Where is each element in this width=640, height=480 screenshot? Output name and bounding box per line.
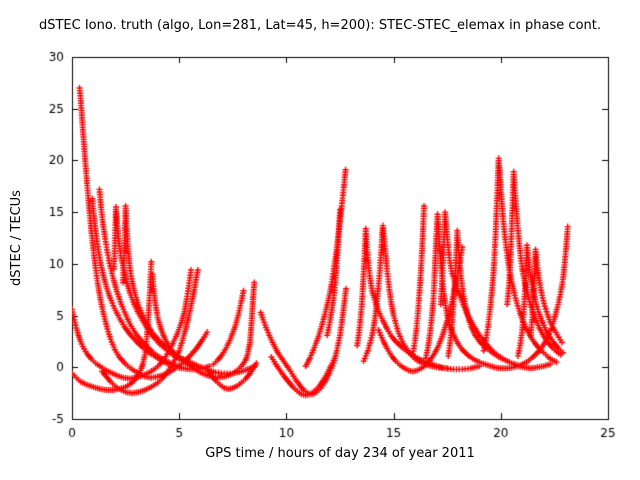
chart-title: dSTEC Iono. truth (algo, Lon=281, Lat=45… [38,18,601,33]
x-axis-label: GPS time / hours of day 234 of year 2011 [205,446,475,461]
y-axis-label: dSTEC / TECUs [9,190,24,286]
